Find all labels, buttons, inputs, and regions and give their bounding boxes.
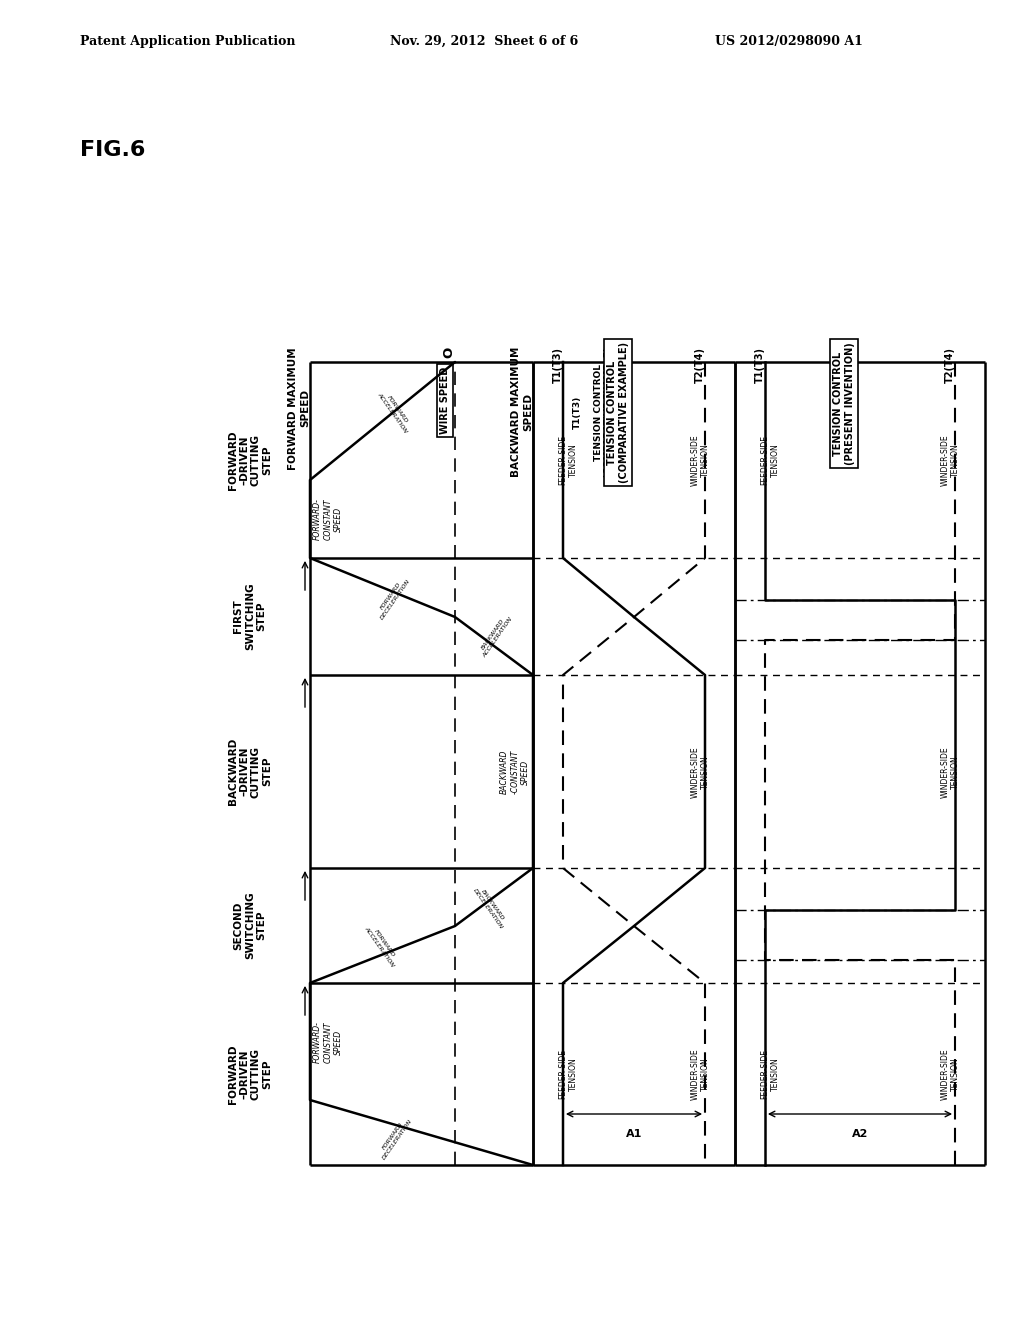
Text: FEEDER-SIDE
TENSION: FEEDER-SIDE TENSION: [558, 436, 578, 484]
Text: WINDER-SIDE
TENSION: WINDER-SIDE TENSION: [690, 1048, 710, 1100]
Text: BACKWARD
–DRIVEN
CUTTING
STEP: BACKWARD –DRIVEN CUTTING STEP: [227, 738, 272, 805]
Text: BACKWARD
DECELERATION: BACKWARD DECELERATION: [472, 884, 508, 929]
Text: FIG.6: FIG.6: [80, 140, 145, 160]
Text: WIRE SPEED: WIRE SPEED: [440, 367, 450, 434]
Text: FEEDER-SIDE
TENSION: FEEDER-SIDE TENSION: [558, 1049, 578, 1100]
Text: BACKWARD
-CONSTANT
SPEED: BACKWARD -CONSTANT SPEED: [500, 750, 529, 795]
Text: T2(T4): T2(T4): [695, 347, 705, 383]
Text: FORWARD
ACCELERATION: FORWARD ACCELERATION: [377, 388, 413, 434]
Text: TENSION CONTROL
(COMPARATIVE EXAMPLE): TENSION CONTROL (COMPARATIVE EXAMPLE): [607, 342, 629, 483]
Text: Nov. 29, 2012  Sheet 6 of 6: Nov. 29, 2012 Sheet 6 of 6: [390, 36, 579, 48]
Text: BACKWARD MAXIMUM
SPEED: BACKWARD MAXIMUM SPEED: [511, 347, 534, 478]
Text: FIRST
SWITCHING
STEP: FIRST SWITCHING STEP: [233, 582, 266, 651]
Text: T1(T3): T1(T3): [553, 347, 563, 383]
Text: WINDER-SIDE
TENSION: WINDER-SIDE TENSION: [940, 434, 959, 486]
Text: FORWARD
–DRIVEN
CUTTING
STEP: FORWARD –DRIVEN CUTTING STEP: [227, 430, 272, 490]
Text: WINDER-SIDE
TENSION: WINDER-SIDE TENSION: [940, 746, 959, 797]
Text: FORWARD MAXIMUM
SPEED: FORWARD MAXIMUM SPEED: [289, 347, 310, 470]
Text: FORWARD
ACCELERATION: FORWARD ACCELERATION: [364, 923, 400, 968]
Text: A1: A1: [626, 1129, 642, 1139]
Text: FEEDER-SIDE
TENSION: FEEDER-SIDE TENSION: [760, 1049, 779, 1100]
Text: FORWARD-
CONSTANT
SPEED: FORWARD- CONSTANT SPEED: [313, 1022, 343, 1063]
Text: WINDER-SIDE
TENSION: WINDER-SIDE TENSION: [940, 1048, 959, 1100]
Text: T1(T3): T1(T3): [755, 347, 765, 383]
Text: O: O: [442, 347, 455, 358]
Text: FORWARD
–DRIVEN
CUTTING
STEP: FORWARD –DRIVEN CUTTING STEP: [227, 1044, 272, 1104]
Text: TENSION CONTROL
(PRESENT INVENTION): TENSION CONTROL (PRESENT INVENTION): [834, 342, 855, 465]
Text: T1(T3)

TENSION CONTROL
(COMPARATIVE EXAMPLE)

T2(T4): T1(T3) TENSION CONTROL (COMPARATIVE EXAM…: [573, 347, 634, 478]
Text: WINDER-SIDE
TENSION: WINDER-SIDE TENSION: [690, 434, 710, 486]
Text: FEEDER-SIDE
TENSION: FEEDER-SIDE TENSION: [760, 436, 779, 484]
Text: FORWARD
DECELERATION: FORWARD DECELERATION: [375, 576, 412, 620]
Text: FORWARD
DECELERATION: FORWARD DECELERATION: [377, 1115, 414, 1160]
Text: A2: A2: [852, 1129, 868, 1139]
Text: FORWARD-
CONSTANT
SPEED: FORWARD- CONSTANT SPEED: [313, 498, 343, 540]
Text: BACKWARD
ACCELERATION: BACKWARD ACCELERATION: [477, 614, 513, 659]
Text: T2(T4): T2(T4): [945, 347, 955, 383]
Text: SECOND
SWITCHING
STEP: SECOND SWITCHING STEP: [233, 892, 266, 960]
Text: WINDER-SIDE
TENSION: WINDER-SIDE TENSION: [690, 746, 710, 797]
Text: Patent Application Publication: Patent Application Publication: [80, 36, 296, 48]
Text: US 2012/0298090 A1: US 2012/0298090 A1: [715, 36, 863, 48]
